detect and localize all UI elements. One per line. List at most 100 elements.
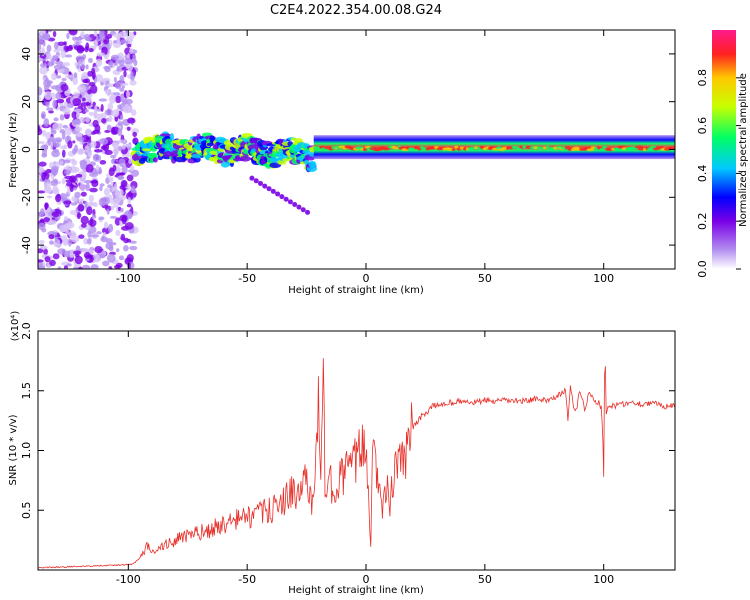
spectral-cell (111, 126, 120, 135)
spectral-cell (110, 54, 119, 60)
spectral-cell (266, 186, 272, 192)
spectral-cell (82, 97, 86, 102)
spectral-cell (115, 262, 123, 268)
spectral-cell (68, 30, 78, 36)
spectral-cell (130, 71, 134, 78)
spectral-cell (129, 245, 138, 251)
spectral-cell (542, 146, 547, 150)
spectral-cell (117, 121, 124, 126)
spectral-cell (668, 146, 675, 150)
spectral-cell (60, 145, 66, 150)
spectral-cell (43, 247, 48, 256)
spectral-cell (413, 145, 420, 149)
spectral-cell (53, 117, 59, 122)
figure-title: C2E4.2022.354.00.08.G24 (270, 3, 442, 18)
spectral-cell (130, 185, 136, 194)
spectral-cell (331, 146, 336, 150)
spectral-cell (57, 248, 66, 255)
y-tick-label: 1.0 (20, 442, 33, 460)
spectral-cell (479, 145, 485, 149)
spectral-cell (61, 149, 66, 158)
spectral-cell (85, 163, 94, 173)
spectral-cell (67, 140, 73, 149)
x-tick-label: 0 (363, 573, 370, 586)
spectral-cell (81, 172, 87, 182)
spectral-cell (262, 183, 268, 189)
spectral-cell (310, 161, 317, 169)
spectral-cell (239, 155, 251, 162)
x-tick-label: -50 (238, 573, 256, 586)
spectral-cell (48, 30, 53, 33)
spectral-cell (597, 146, 601, 150)
spectral-cell (114, 217, 121, 226)
spectral-cell (78, 234, 85, 239)
spectral-cell (614, 148, 624, 152)
x-tick-label: 100 (593, 272, 614, 285)
spectral-cell (123, 245, 129, 252)
spectral-cell (47, 61, 54, 67)
spectral-cell (63, 216, 68, 221)
x-tick-label: 50 (478, 573, 492, 586)
spectral-cell (80, 191, 87, 197)
spectral-cell (57, 123, 63, 130)
snr-multiplier: (x10⁴) (10, 311, 21, 342)
spectral-cell (463, 147, 467, 151)
spectral-cell (115, 172, 125, 177)
spectral-cell (79, 161, 87, 170)
spectral-cell (55, 137, 63, 143)
spectral-cell (92, 154, 102, 162)
spectral-cell (38, 57, 43, 61)
spectral-cell (108, 245, 114, 252)
x-tick-label: -100 (116, 272, 141, 285)
spectral-cell (41, 47, 46, 56)
spectral-cell (39, 53, 47, 59)
spectral-cell (73, 72, 78, 79)
spectral-cell (599, 148, 604, 152)
spectral-cell (87, 89, 92, 95)
spectral-cell (79, 183, 87, 192)
spectral-cell (90, 264, 99, 269)
spectral-cell (42, 40, 46, 47)
colorbar-axis: 0.0 0.2 0.4 0.6 0.8 (696, 69, 741, 278)
spectral-cell (113, 62, 119, 66)
spectral-cell (100, 81, 104, 86)
spectral-cell (602, 145, 608, 149)
y-tick-label: -20 (20, 188, 33, 206)
spectral-cell (46, 44, 52, 53)
spectral-cell (87, 231, 92, 238)
spectral-cell (66, 263, 72, 267)
spectral-cell (85, 183, 90, 192)
spectral-cell (52, 253, 60, 260)
spectral-cell (57, 266, 62, 269)
spectral-cell (75, 111, 80, 120)
spectral-cell (38, 248, 44, 254)
spectral-cell (44, 91, 53, 100)
spectral-cell (127, 197, 132, 205)
spectral-cell (99, 185, 103, 192)
y-tick-label: 2.0 (20, 322, 33, 340)
spectral-cell (44, 77, 49, 83)
spectral-cell (61, 77, 67, 82)
spectral-cell (128, 158, 133, 164)
spectral-cell (75, 55, 85, 62)
spectral-cell (60, 84, 69, 92)
spectral-cell (108, 62, 112, 66)
y-tick-label: 0.5 (20, 502, 33, 520)
spectral-cell (115, 189, 119, 199)
spectral-cell (94, 245, 103, 254)
spectral-cell (99, 197, 106, 207)
spectral-cell (287, 199, 293, 205)
spectral-cell (109, 176, 114, 183)
spectral-cell (106, 83, 115, 88)
spectral-cell (124, 47, 132, 56)
spectral-cell (93, 40, 98, 47)
snr-ylabel: SNR (10 * v/v) (8, 414, 19, 485)
spectral-cell (385, 147, 390, 151)
spectral-cell (305, 209, 311, 215)
spectral-cell (113, 142, 120, 149)
y-tick-label: -40 (20, 236, 33, 254)
spectral-cell (72, 250, 82, 255)
spectral-cell (67, 238, 72, 247)
spectral-cell (253, 178, 259, 184)
spectral-cell (75, 41, 80, 46)
